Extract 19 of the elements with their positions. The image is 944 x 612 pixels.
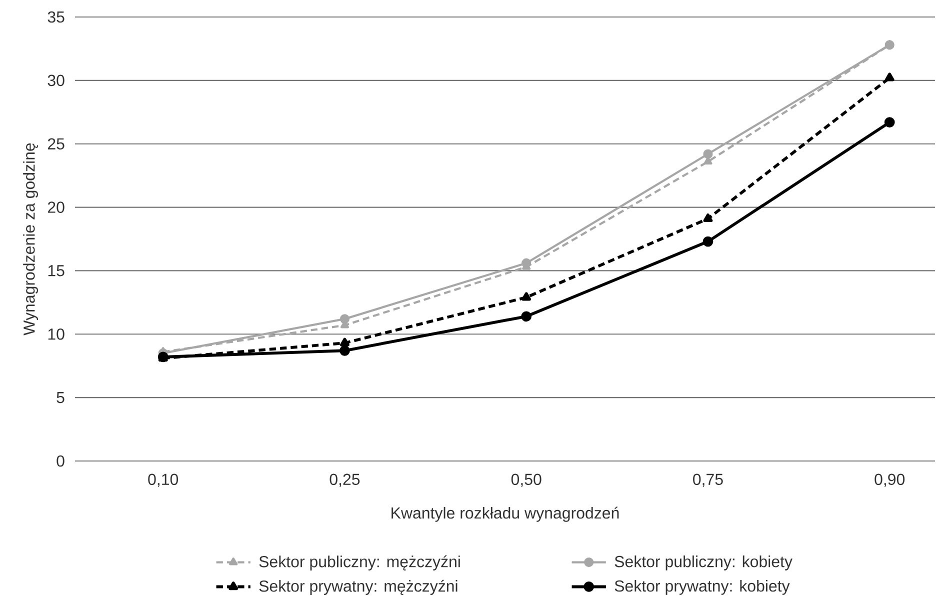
y-tick-label: 15 <box>48 265 64 276</box>
y-tick-label: 30 <box>48 74 64 86</box>
legend-label: Sektor publiczny: mężczyźni <box>259 555 460 571</box>
y-tick-label: 35 <box>48 11 64 23</box>
legend-label: Sektor prywatny: kobiety <box>614 580 790 595</box>
x-tick-label: 0,25 <box>330 474 360 487</box>
y-axis-title: Wynagrodzenie za godzinę <box>23 143 38 336</box>
x-axis-title: Kwantyle rozkładu wynagrodzeń <box>392 506 619 522</box>
legend-label: Sektor publiczny: kobiety <box>614 556 792 570</box>
y-tick-label: 10 <box>48 328 64 340</box>
y-tick-label: 5 <box>56 392 64 404</box>
legend-label: Sektor prywatny: mężczyźni <box>259 580 458 595</box>
x-tick-label: 0,50 <box>511 474 542 487</box>
y-tick-label: 0 <box>56 455 64 467</box>
x-tick-label: 0,75 <box>693 474 723 487</box>
x-tick-label: 0,90 <box>874 474 905 487</box>
x-tick-label: 0,10 <box>148 474 178 487</box>
y-tick-label: 20 <box>48 202 64 213</box>
y-tick-label: 25 <box>48 138 64 150</box>
